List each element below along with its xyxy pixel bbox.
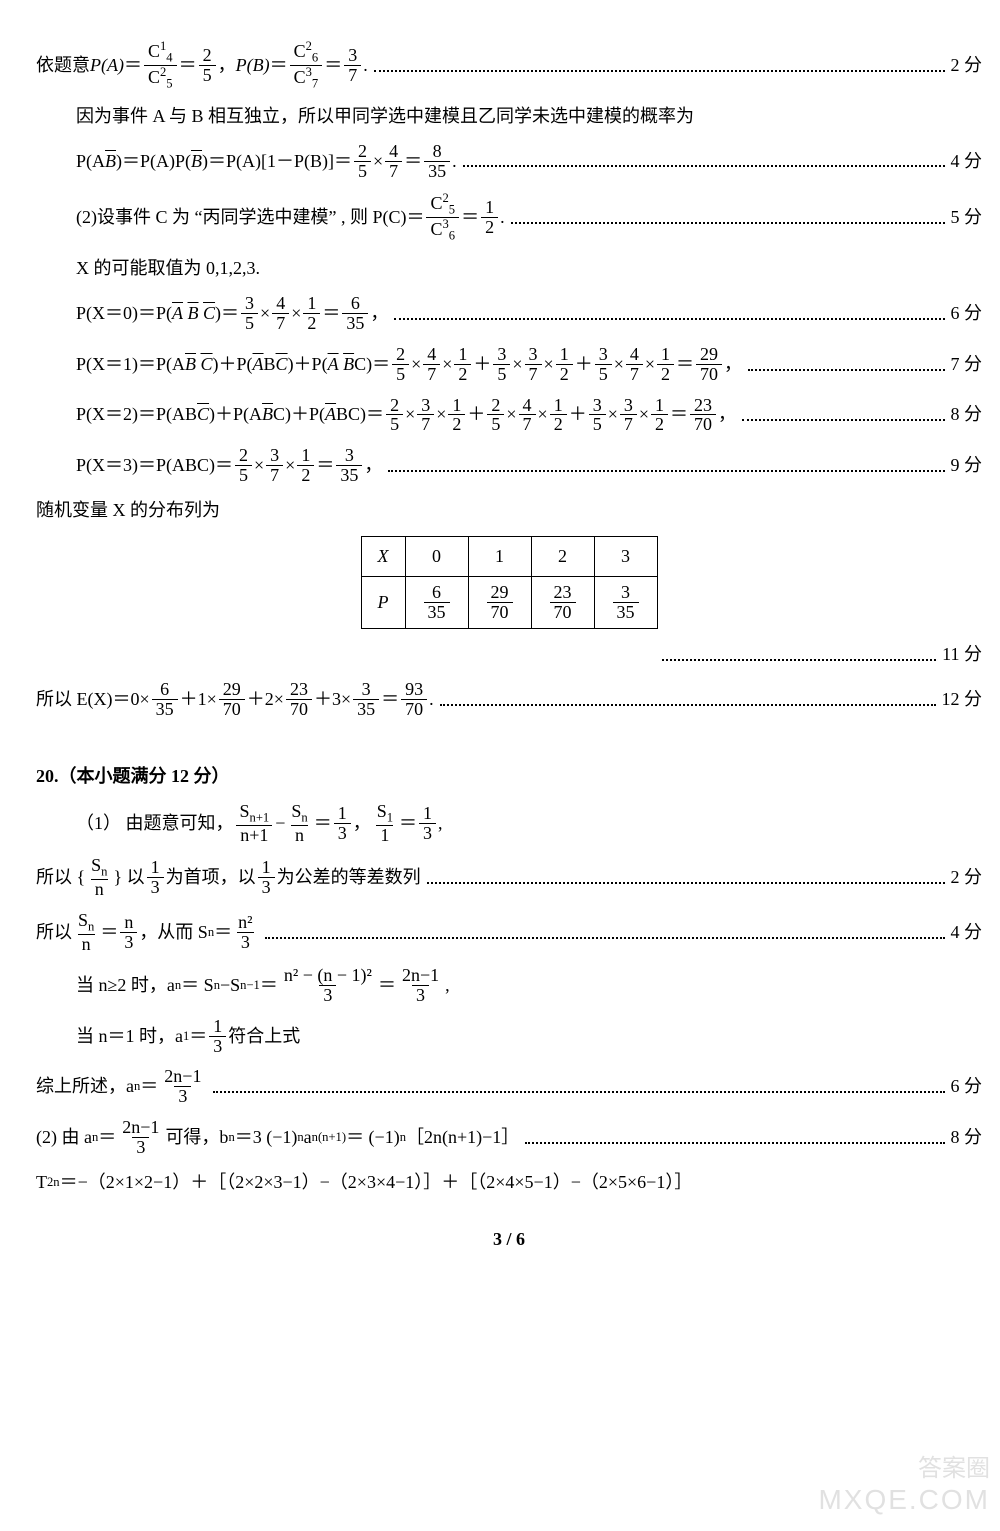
col-2: 2 [531,537,594,577]
frac-c14-c25: C14 C25 [144,40,177,91]
q20-line2: 所以 { Snn } 以 13 为首项，以 13 为公差的等差数列 2 分 [36,856,982,899]
table-row: X 0 1 2 3 [361,537,657,577]
line-px2: P(X＝2)＝P(ABC )＋P(A BC)＋P(A BC)＝ 25× 37× … [36,396,982,435]
PB: P(B) [236,52,270,79]
line-px0: P(X＝0)＝P(A B C)＝ 35× 47× 12＝ 635 ， 6 分 [36,294,982,333]
dist-score-line: 11 分 [36,641,982,668]
q20-line4: 当 n≥2 时，an ＝ Sn −Sn−1 ＝ n² − (n − 1)²3 ＝… [36,966,982,1005]
PA: P(A) [90,52,124,79]
score: 2 分 [951,52,983,79]
line-pab: P(AB )＝P(A)P(B )＝P(A)[1－P(B)]＝ 25 × 47 ＝… [36,142,982,181]
col-1: 1 [468,537,531,577]
leader-dots [374,59,945,72]
watermark-text: 答案圈 [918,1451,990,1487]
pre: 依题意 [36,52,90,79]
q20-line8: T2n ＝−（2×1×2−1）＋［（2×2×3−1）−（2×3×4−1）］＋［（… [36,1169,982,1196]
col-X: X [361,537,405,577]
table-row: P 635 2970 2370 335 [361,577,657,629]
q20-line3: 所以 Snn ＝ n3 ，从而 Sn ＝ n²3 4 分 [36,911,982,954]
q20-line6: 综上所述，an ＝ 2n−13 6 分 [36,1067,982,1106]
frac-3-7: 37 [344,46,361,85]
line-independence: 因为事件 A 与 B 相互独立，所以甲同学选中建模且乙同学未选中建模的概率为 [36,103,982,130]
page-number: 3 / 6 [36,1226,982,1253]
line-ex: 所以 E(X)＝0× 635 ＋1× 2970 ＋2× 2370 ＋3× 335… [36,680,982,719]
q20-line7: (2) 由 an ＝ 2n−13 可得，bn ＝3 (−1)n an(n+1) … [36,1118,982,1157]
distribution-table: X 0 1 2 3 P 635 2970 2370 335 [361,536,658,629]
frac-c26-c37: C26 C37 [290,40,323,91]
q20-line1: （1） 由题意可知， Sn+1n+1 − Snn ＝ 13 ， S11 ＝ 13… [36,802,982,845]
line-px3: P(X＝3)＝P(ABC)＝ 25× 37× 12＝ 335 ， 9 分 [36,446,982,485]
line-pa-pb: 依题意 P(A)＝ C14 C25 ＝ 25 ， P(B)＝ C26 C37 ＝… [36,40,982,91]
q20-line5: 当 n＝1 时，a1 ＝ 13 符合上式 [36,1017,982,1056]
line-px1: P(X＝1)＝P(A B C )＋P(A BC )＋P(A B C)＝ 25× … [36,345,982,384]
q20-title: 20.（本小题满分 12 分） [36,763,982,790]
row-P: P [361,577,405,629]
dist-intro: 随机变量 X 的分布列为 [36,497,982,524]
frac-2-5: 25 [199,46,216,85]
line-x-values: X 的可能取值为 0,1,2,3. [36,255,982,282]
col-3: 3 [594,537,657,577]
col-0: 0 [405,537,468,577]
line-pc: (2)设事件 C 为 “丙同学选中建模” , 则 P(C)＝ C25 C36 ＝… [36,192,982,243]
watermark-url: MXQE.COM [818,1479,990,1521]
